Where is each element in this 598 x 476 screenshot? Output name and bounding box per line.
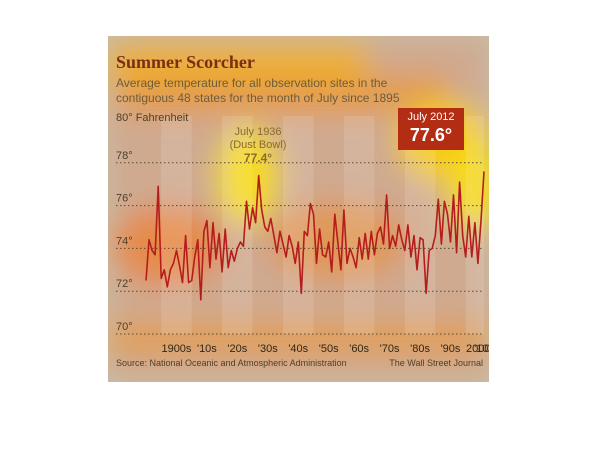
x-tick-label: '30s bbox=[258, 343, 278, 355]
chart-card: 70° 72° 74° 76° 78° 1900s '10s '20s '30s '40s '50… bbox=[108, 36, 489, 382]
annotation-1936-label: July 1936 bbox=[234, 126, 282, 138]
annotation-1936: July 1936 (Dust Bowl) 77.4° bbox=[218, 126, 298, 165]
decade-band bbox=[343, 116, 375, 334]
y-tick-label: 78° bbox=[116, 150, 133, 162]
series-line bbox=[145, 171, 485, 301]
x-tick-label: '50s bbox=[319, 343, 339, 355]
chart-subtitle: Average temperature for all observation … bbox=[116, 76, 400, 105]
y-tick-labels: 70° 72° 74° 76° 78° bbox=[116, 150, 133, 333]
x-tick-label: '80s bbox=[410, 343, 430, 355]
line-chart: 70° 72° 74° 76° 78° 1900s '10s '20s '30s '40s '50… bbox=[116, 116, 489, 355]
x-tick-label: 2000s bbox=[466, 343, 489, 355]
x-tick-label: '10s bbox=[474, 343, 489, 355]
publisher-credit: The Wall Street Journal bbox=[389, 358, 483, 368]
y-tick-label: 72° bbox=[116, 278, 133, 290]
x-tick-label: '70s bbox=[380, 343, 400, 355]
y-tick-label: 76° bbox=[116, 193, 133, 205]
gridlines bbox=[116, 162, 484, 335]
decade-band bbox=[404, 116, 436, 334]
x-tick-label: '20s bbox=[227, 343, 247, 355]
y-tick-label: 74° bbox=[116, 235, 133, 247]
x-tick-label: 1900s bbox=[161, 343, 191, 355]
x-tick-label: '60s bbox=[349, 343, 369, 355]
source-note: Source: National Oceanic and Atmospheric… bbox=[116, 358, 347, 368]
units-label: 80° Fahrenheit bbox=[116, 112, 189, 124]
annotation-2012-label: July 2012 bbox=[407, 111, 455, 123]
annotation-2012-value: 77.6° bbox=[409, 125, 453, 145]
x-tick-label: '10s bbox=[197, 343, 217, 355]
decade-band bbox=[161, 116, 192, 334]
chart-title: Summer Scorcher bbox=[116, 52, 255, 72]
annotation-1936-value: 77.4° bbox=[243, 151, 273, 165]
annotation-1936-sublabel: (Dust Bowl) bbox=[229, 139, 287, 151]
x-tick-label: '90s bbox=[441, 343, 461, 355]
decade-band bbox=[222, 116, 253, 334]
x-tick-labels: 1900s '10s '20s '30s '40s '50s '60s '70s '80s '90… bbox=[161, 343, 489, 355]
x-tick-label: '40s bbox=[288, 343, 308, 355]
annotation-2012: July 2012 77.6° bbox=[398, 108, 464, 150]
y-tick-label: 70° bbox=[116, 321, 133, 333]
